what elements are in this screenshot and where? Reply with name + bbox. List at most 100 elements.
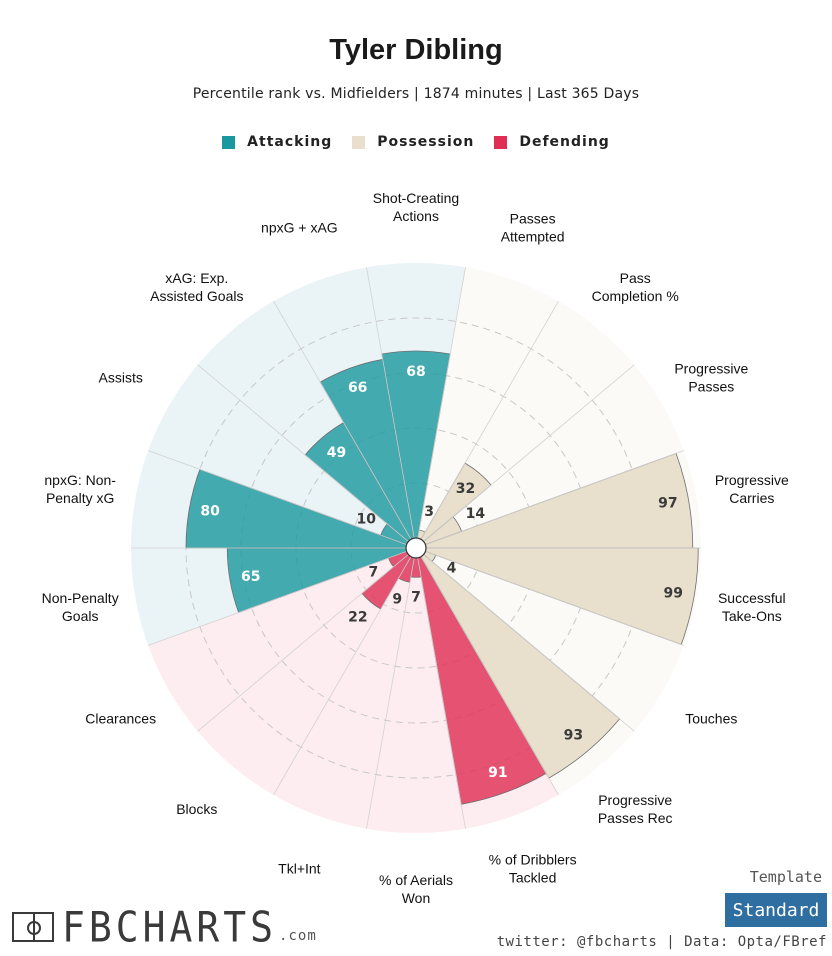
metric-label-line: Touches (685, 711, 737, 727)
metric-label: npxG + xAG (261, 220, 338, 236)
value-label: 22 (348, 609, 367, 625)
metric-label-line: % of Aerials (379, 872, 453, 888)
metric-label: Clearances (85, 711, 156, 727)
spoke-line (425, 551, 684, 646)
metric-label: Non-Penalty Goals (42, 590, 119, 624)
value-label: 3 (424, 504, 434, 520)
metric-label: xAG: Exp. Assisted Goals (150, 270, 243, 304)
value-label: 65 (241, 569, 260, 585)
metric-label: Progressive Passes Rec (598, 792, 673, 826)
metric-label: npxG: Non- Penalty xG (44, 472, 116, 506)
value-label: 91 (488, 765, 507, 781)
spoke-line (425, 450, 684, 545)
data-credit: twitter: @fbcharts | Data: Opta/FBref (496, 934, 827, 950)
value-label: 99 (664, 585, 683, 601)
metric-label-line: Passes (510, 211, 556, 227)
metric-label-line: Progressive (598, 792, 672, 808)
metric-label-line: Carries (729, 490, 774, 506)
metric-label: Progressive Passes (674, 361, 748, 395)
metric-label: % of Aerials Won (379, 872, 453, 906)
metric-label: Pass Completion % (592, 270, 679, 304)
metric-label: Passes Attempted (501, 211, 565, 245)
chart-title: Tyler Dibling (329, 34, 503, 66)
metric-label-line: npxG: Non- (44, 472, 116, 488)
spoke-line (197, 364, 409, 542)
value-label: 7 (368, 565, 378, 581)
value-label: 68 (406, 364, 425, 380)
brand-logo-area: FBCHARTS .com (12, 902, 317, 952)
sector-background (148, 364, 409, 545)
metric-label-line: Tackled (509, 869, 556, 885)
value-label: 80 (200, 504, 220, 520)
spoke-line (366, 267, 415, 539)
metric-label-line: Tkl+Int (278, 860, 321, 876)
sector-background (417, 267, 559, 540)
metric-label-line: Goals (62, 608, 99, 624)
metric-label-line: Attempted (501, 229, 565, 245)
spoke-line (417, 557, 466, 829)
legend-item-possession: Possession (352, 134, 474, 150)
metric-label-line: Won (402, 890, 431, 906)
brand-suffix: .com (279, 928, 317, 944)
metric-label: Progressive Carries (715, 472, 789, 506)
value-label: 49 (327, 445, 346, 461)
spoke-line (148, 551, 407, 646)
metric-label-line: Completion % (592, 288, 679, 304)
spoke-line (417, 267, 466, 539)
template-select-button[interactable]: Standard (725, 893, 827, 927)
metric-label-line: Passes (688, 379, 734, 395)
spoke-line (197, 554, 409, 732)
legend-label-possession: Possession (377, 134, 475, 150)
metric-label: Tkl+Int (278, 860, 321, 876)
spoke-line (273, 556, 412, 796)
value-label: 4 (447, 561, 457, 577)
template-label: Template (749, 868, 822, 886)
metric-label-line: Actions (393, 208, 439, 224)
metric-label: Assists (99, 370, 143, 386)
metric-label: Successful Take-Ons (718, 590, 786, 624)
spoke-line (366, 557, 415, 829)
metric-label: Shot-Creating Actions (373, 190, 459, 224)
metric-label-line: Clearances (85, 711, 156, 727)
metric-label-line: % of Dribblers (489, 851, 577, 867)
legend-swatch-possession (352, 135, 366, 149)
value-label: 66 (348, 380, 367, 396)
sector-background (423, 364, 684, 545)
legend-swatch-attacking (222, 135, 236, 149)
spoke-line (423, 364, 635, 542)
metric-label-line: Passes Rec (598, 810, 673, 826)
metric-label-line: Assisted Goals (150, 288, 243, 304)
metric-label-line: Pass (620, 270, 651, 286)
value-label: 93 (564, 727, 583, 743)
metric-label-line: Non-Penalty (42, 590, 119, 606)
metric-label-line: npxG + xAG (261, 220, 338, 236)
value-label: 14 (466, 506, 486, 522)
value-label: 7 (411, 589, 421, 605)
value-label: 97 (658, 496, 677, 512)
metric-label-line: Progressive (715, 472, 789, 488)
spoke-line (273, 300, 412, 540)
sector-background (366, 557, 466, 834)
spoke-line (420, 556, 559, 796)
sector-background (197, 554, 411, 795)
sector-background (273, 556, 415, 829)
center-circle (405, 537, 427, 559)
spoke-line (420, 300, 559, 540)
metric-label-line: Penalty xG (46, 490, 114, 506)
sector-background (148, 551, 409, 732)
metric-label-line: xAG: Exp. (165, 270, 228, 286)
chart-subtitle: Percentile rank vs. Midfielders | 1874 m… (192, 86, 640, 102)
value-label: 10 (356, 511, 376, 527)
metric-label-line: Progressive (674, 361, 748, 377)
legend-label-attacking: Attacking (247, 134, 333, 150)
value-label: 9 (392, 591, 402, 607)
legend-swatch-defending (494, 135, 508, 149)
legend-label-defending: Defending (519, 134, 610, 150)
spoke-line (148, 450, 407, 545)
metric-label-line: Shot-Creating (373, 190, 459, 206)
brand-name: FBCHARTS (62, 902, 278, 952)
value-label: 32 (456, 481, 475, 497)
spoke-line (423, 554, 635, 732)
pitch-icon (12, 912, 54, 942)
